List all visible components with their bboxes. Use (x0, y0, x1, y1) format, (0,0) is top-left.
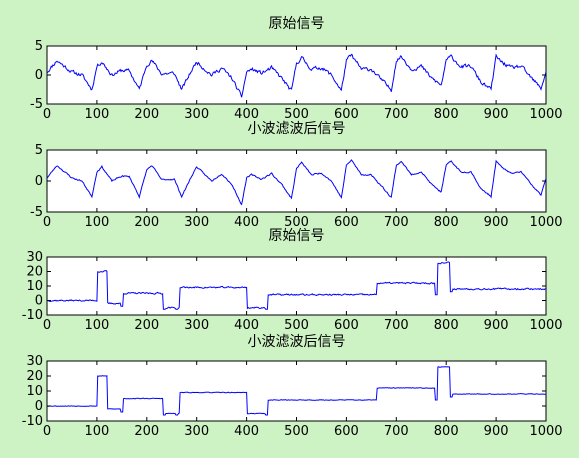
x-tick-label: 1000 (529, 318, 562, 333)
x-tick-label: 300 (184, 424, 209, 439)
x-tick-label: 100 (84, 424, 109, 439)
x-tick-label: 200 (134, 107, 159, 122)
subplot-title: 原始信号 (269, 16, 325, 32)
subplot-3: 0 100 200 300 400 500 600 700 800 900 1000-1001020… (22, 228, 563, 333)
y-tick-label: 0 (35, 294, 43, 309)
x-tick-label: 400 (234, 107, 259, 122)
y-tick-label: 5 (35, 39, 43, 54)
y-tick-label: 20 (26, 369, 43, 384)
x-tick-label: 1000 (529, 424, 562, 439)
x-tick-label: 900 (484, 107, 509, 122)
subplot-2: 0 100 200 300 400 500 600 700 800 900 1000-505小波滤波… (30, 121, 563, 230)
x-tick-label: 800 (434, 215, 459, 230)
x-tick-label: 700 (384, 424, 409, 439)
x-tick-label: 500 (284, 424, 309, 439)
x-tick-label: 500 (284, 107, 309, 122)
x-tick-label: 1000 (529, 215, 562, 230)
x-tick-label: 700 (384, 107, 409, 122)
y-tick-label: -10 (22, 308, 43, 323)
axes-box (46, 256, 547, 316)
y-tick-label: -10 (22, 414, 43, 429)
y-tick-label: -5 (30, 97, 43, 112)
signal-series-line (46, 261, 546, 310)
x-tick-label: 300 (184, 107, 209, 122)
signal-series-line (46, 366, 547, 416)
y-tick-label: 0 (35, 174, 43, 189)
x-tick-label: 300 (184, 318, 209, 333)
subplot-title: 小波滤波后信号 (248, 334, 346, 350)
x-tick-label: 200 (134, 318, 159, 333)
y-tick-label: 5 (35, 143, 43, 158)
x-tick-label: 100 (84, 107, 109, 122)
axes-box (46, 149, 547, 213)
x-tick-label: 400 (234, 215, 259, 230)
y-tick-label: 10 (26, 384, 43, 399)
x-tick-label: 700 (384, 215, 409, 230)
subplot-title: 原始信号 (269, 228, 325, 244)
x-tick-label: 500 (284, 318, 309, 333)
y-tick-label: 30 (26, 354, 43, 369)
x-tick-label: 100 (84, 215, 109, 230)
x-tick-label: 600 (334, 107, 359, 122)
axes-box (46, 45, 547, 105)
subplot-4: 0 100 200 300 400 500 600 700 800 900 1000-1001020… (22, 334, 563, 439)
x-tick-label: 900 (484, 424, 509, 439)
y-tick-label: -5 (30, 205, 43, 220)
x-tick-label: 400 (234, 424, 259, 439)
x-tick-label: 0 (43, 318, 51, 333)
x-tick-label: 1000 (529, 107, 562, 122)
x-tick-label: 200 (134, 424, 159, 439)
x-tick-label: 300 (184, 215, 209, 230)
x-tick-label: 0 (43, 215, 51, 230)
x-tick-label: 600 (334, 215, 359, 230)
subplot-title: 小波滤波后信号 (248, 121, 346, 137)
x-tick-label: 600 (334, 424, 359, 439)
y-tick-label: 10 (26, 279, 43, 294)
x-tick-label: 100 (84, 318, 109, 333)
x-tick-label: 700 (384, 318, 409, 333)
y-tick-label: 30 (26, 250, 43, 265)
y-tick-label: 0 (35, 68, 43, 83)
x-tick-label: 900 (484, 215, 509, 230)
x-tick-label: 600 (334, 318, 359, 333)
x-tick-label: 800 (434, 318, 459, 333)
x-tick-label: 900 (484, 318, 509, 333)
x-tick-label: 800 (434, 107, 459, 122)
x-tick-label: 800 (434, 424, 459, 439)
y-tick-label: 20 (26, 265, 43, 280)
x-tick-label: 0 (43, 107, 51, 122)
signal-series-line (46, 53, 547, 98)
x-tick-label: 500 (284, 215, 309, 230)
x-tick-label: 200 (134, 215, 159, 230)
signal-series-line (46, 159, 547, 206)
y-tick-label: 0 (35, 399, 43, 414)
x-tick-label: 0 (43, 424, 51, 439)
x-tick-label: 400 (234, 318, 259, 333)
